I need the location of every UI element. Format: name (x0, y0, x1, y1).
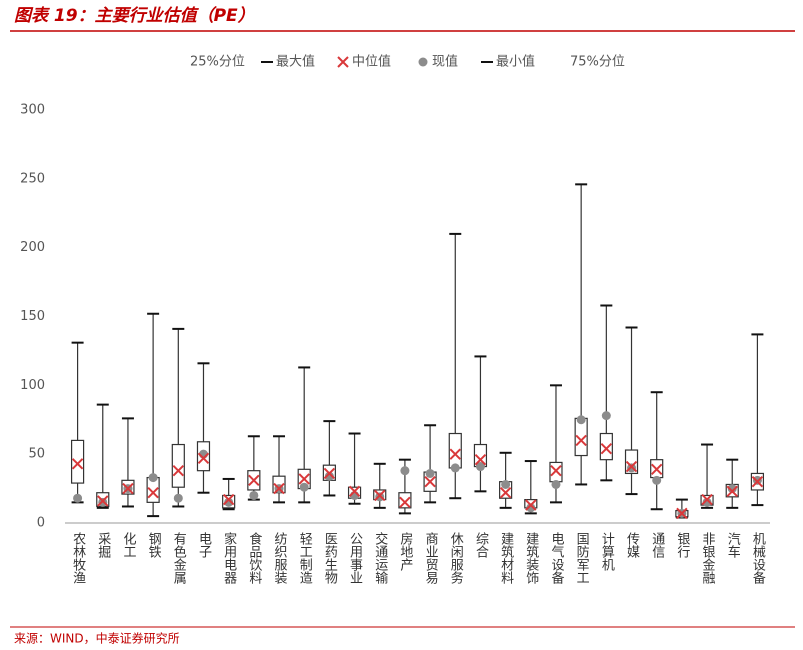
x-tick-label: 国防军工 (574, 532, 590, 584)
median-mark (399, 496, 411, 509)
y-tick-label: 300 (20, 103, 45, 118)
median-mark (474, 453, 487, 466)
x-tick-label: 公用事业 (347, 532, 363, 584)
median-mark (172, 464, 185, 477)
current-dot (148, 473, 158, 483)
current-dot (400, 466, 410, 476)
source-note: 来源：WIND，中泰证券研究所 (14, 631, 180, 646)
x-tick-label: 采掘 (95, 532, 111, 558)
x-tick-label: 有色金属 (171, 532, 187, 585)
median-mark (701, 493, 713, 506)
median-mark (525, 499, 537, 511)
x-tick-label: 食品饮料 (246, 531, 262, 584)
x-tick-label: 非银金融 (700, 532, 716, 584)
x-tick-label: 通信 (649, 532, 665, 558)
current-dot (551, 479, 561, 489)
current-dot (224, 497, 234, 507)
current-dot (425, 468, 435, 478)
current-dot (73, 493, 83, 503)
median-mark (676, 507, 688, 520)
current-dot (576, 415, 586, 425)
legend-label: 75%分位 (570, 55, 625, 70)
median-mark (97, 495, 109, 507)
legend-label: 现值 (432, 54, 458, 70)
legend-label: 最大值 (276, 54, 315, 70)
x-tick-label: 休闲服务 (448, 532, 464, 584)
current-dot (249, 490, 259, 500)
median-mark (374, 489, 386, 502)
x-tick-label: 钢铁 (146, 532, 162, 558)
x-tick-label: 房地产 (397, 531, 413, 572)
x-tick-label: 计算机 (599, 532, 615, 572)
x-tick-label: 农林牧渔 (70, 532, 86, 584)
x-tick-label: 纺织服装 (272, 532, 288, 584)
y-tick-label: 200 (20, 240, 45, 255)
x-tick-label: 商业贸易 (423, 532, 439, 585)
x-tick-label: 机械设备 (750, 532, 766, 585)
median-mark (550, 464, 562, 477)
x-tick-label: 电子 (196, 532, 212, 558)
legend-label: 最小值 (496, 54, 535, 70)
current-dot (727, 484, 737, 494)
median-mark (348, 485, 361, 498)
median-mark (147, 487, 159, 499)
box (599, 432, 613, 461)
median-mark (248, 474, 260, 487)
median-mark (726, 485, 738, 498)
x-tick-label: 建筑装饰 (523, 532, 539, 584)
median-mark (197, 452, 210, 465)
x-tick-label: 银行 (674, 532, 690, 559)
current-dot (173, 493, 183, 503)
current-dot (601, 411, 611, 421)
median-mark (424, 475, 436, 488)
median-mark (625, 460, 638, 473)
figure-title: 图表 19：主要行业估值（PE） (14, 6, 255, 26)
x-tick-label: 汽车 (725, 532, 741, 558)
current-dot (450, 463, 460, 473)
y-tick-label: 50 (28, 447, 45, 462)
x-tick-label: 家用电器 (221, 531, 237, 585)
box (171, 443, 185, 488)
legend-label: 25%分位 (190, 55, 245, 70)
median-mark (323, 467, 336, 480)
median-mark (71, 458, 84, 470)
y-tick-label: 150 (20, 309, 45, 324)
legend-label: 中位值 (352, 54, 391, 70)
median-mark (575, 434, 587, 447)
current-dot (299, 482, 309, 492)
median-mark (122, 482, 134, 495)
median-mark (499, 487, 512, 499)
x-tick-label: 电气设备 (548, 532, 564, 585)
box (70, 439, 85, 484)
x-tick-label: 交通运输 (372, 531, 388, 584)
current-dot (418, 57, 428, 67)
current-dot (501, 479, 511, 489)
median-mark (298, 473, 310, 485)
median-mark (751, 475, 764, 488)
x-tick-label: 医药生物 (322, 532, 338, 585)
x-tick-label: 传媒 (624, 532, 640, 558)
x-tick-label: 综合 (473, 532, 489, 558)
median-mark (650, 463, 663, 476)
x-tick-label: 建筑材料 (498, 532, 514, 584)
current-dot (475, 462, 485, 472)
y-tick-label: 0 (37, 516, 45, 531)
x-tick-label: 轻工制造 (297, 532, 313, 585)
median-mark (449, 448, 461, 460)
current-dot (526, 503, 536, 513)
y-tick-label: 100 (20, 378, 45, 393)
median-mark (222, 493, 235, 506)
x-tick-label: 化工 (120, 532, 136, 558)
median-mark (273, 482, 285, 495)
current-dot (652, 475, 662, 485)
median-mark (600, 442, 613, 455)
median-mark (337, 56, 349, 68)
current-dot (324, 471, 334, 481)
current-dot (702, 497, 712, 507)
y-tick-label: 250 (20, 171, 45, 186)
